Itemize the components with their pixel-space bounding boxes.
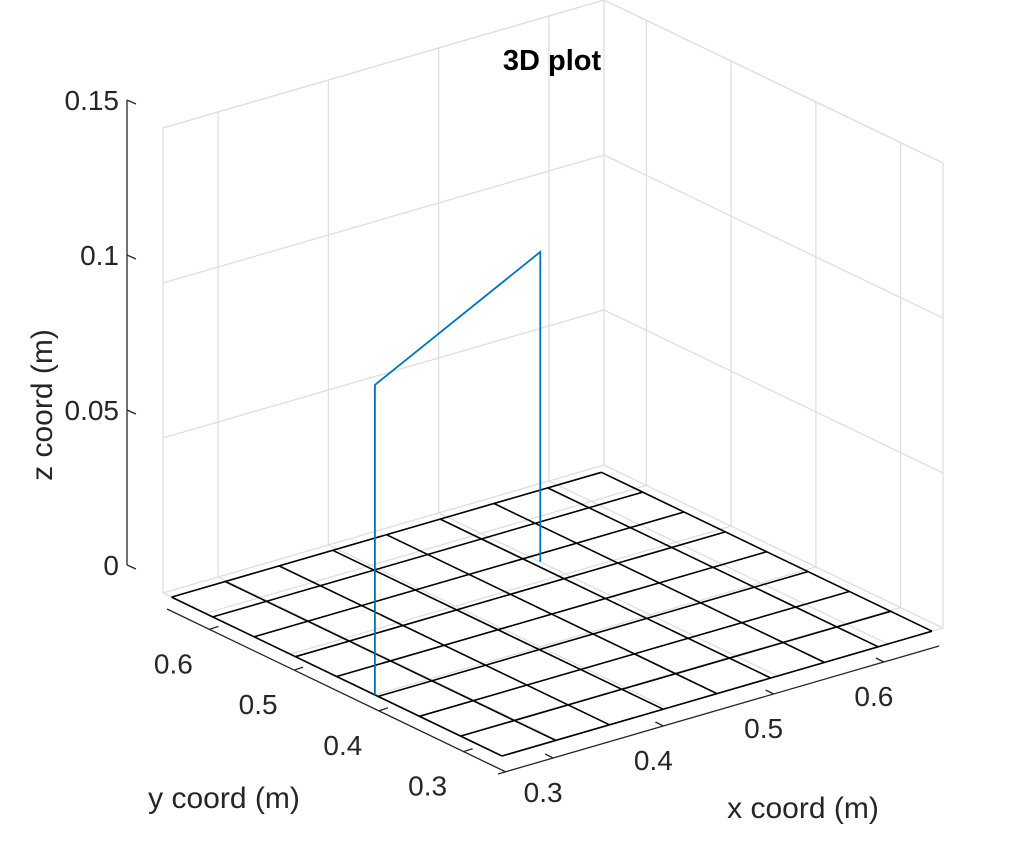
- z-tick-label: 0.05: [65, 395, 120, 426]
- grid-line: [205, 484, 647, 615]
- z-tick-mark: [126, 564, 137, 570]
- y-axis-label: y coord (m): [148, 782, 300, 815]
- y-tick-mark: [463, 747, 473, 753]
- x-axis-line: [497, 645, 940, 775]
- grid-line: [374, 566, 817, 696]
- series-layer: [373, 250, 542, 695]
- tick-labels: 0.3 0.4 0.5 0.6 0.3 0.4 0.5 0.6 0 0.05 0.1 0.15: [65, 85, 894, 808]
- grid-line: [603, 309, 944, 474]
- y-tick-label: 0.3: [408, 771, 447, 802]
- grid-line: [603, 154, 944, 319]
- y-tick-label: 0.5: [239, 689, 278, 720]
- grid-line: [548, 480, 889, 645]
- mesh-line: [253, 511, 685, 638]
- z-tick-mark: [126, 409, 137, 415]
- z-tick-label: 0.1: [80, 240, 119, 271]
- mesh-line: [419, 590, 850, 718]
- x-tick-label: 0.4: [634, 745, 673, 776]
- mesh-line: [501, 630, 933, 757]
- grid-line: [162, 464, 605, 594]
- z-tick-mark: [126, 254, 137, 260]
- mesh-line: [377, 570, 809, 698]
- mesh-line: [171, 471, 602, 598]
- series-line: [373, 250, 542, 695]
- grid-line: [328, 544, 668, 709]
- y-tick-mark: [293, 666, 304, 671]
- floor-mesh: [171, 471, 933, 757]
- box-edge: [603, 0, 944, 164]
- grid-line: [289, 525, 732, 655]
- z-tick-label: 0.15: [65, 85, 120, 116]
- x-tick-label: 0.5: [744, 713, 783, 744]
- x-tick-mark: [875, 657, 885, 663]
- mesh-line: [295, 531, 726, 658]
- mesh-line: [336, 550, 767, 678]
- y-axis-line: [166, 608, 507, 773]
- chart-title: 3D plot: [503, 45, 602, 77]
- x-axis-label: x coord (m): [727, 792, 879, 825]
- z-tick-mark: [126, 99, 137, 105]
- mesh-line: [460, 610, 891, 737]
- grid-line: [438, 512, 778, 677]
- x-tick-label: 0.6: [854, 681, 893, 712]
- y-tick-mark: [378, 707, 389, 712]
- y-tick-label: 0.6: [154, 648, 193, 679]
- y-tick-mark: [209, 625, 219, 631]
- z-axis-label: z coord (m): [26, 329, 59, 481]
- axes-layer: [126, 99, 940, 775]
- x-tick-mark: [655, 721, 664, 727]
- z-tick-label: 0: [103, 550, 119, 581]
- box-edge: [162, 0, 605, 129]
- grid-line: [217, 576, 558, 741]
- x-tick-mark: [544, 753, 554, 759]
- x-tick-label: 0.3: [524, 777, 563, 808]
- grid-line: [162, 309, 605, 439]
- y-tick-label: 0.4: [323, 730, 362, 761]
- grid-line: [162, 154, 605, 284]
- grid-layer: [162, 0, 944, 757]
- x-tick-mark: [765, 689, 774, 695]
- mesh-line: [212, 491, 644, 618]
- grid-line: [603, 464, 944, 629]
